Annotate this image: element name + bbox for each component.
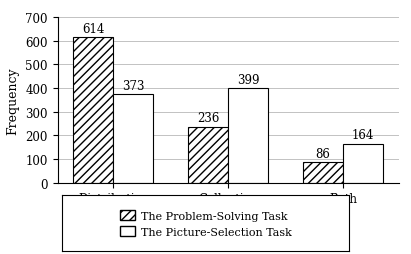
Bar — [303, 163, 343, 183]
Y-axis label: Frequency: Frequency — [7, 67, 20, 134]
Bar — [188, 127, 228, 183]
Legend: The Problem-Solving Task, The Picture-Selection Task: The Problem-Solving Task, The Picture-Se… — [116, 207, 295, 240]
Bar — [113, 95, 153, 183]
Text: 614: 614 — [82, 23, 104, 36]
Text: 373: 373 — [122, 80, 145, 92]
Text: 236: 236 — [197, 112, 219, 125]
Text: 399: 399 — [237, 73, 259, 86]
Text: 86: 86 — [315, 147, 330, 160]
Bar — [343, 144, 383, 183]
Bar — [73, 38, 113, 183]
Text: 164: 164 — [352, 129, 374, 142]
Bar — [228, 89, 268, 183]
X-axis label: Reading: Reading — [199, 211, 257, 224]
